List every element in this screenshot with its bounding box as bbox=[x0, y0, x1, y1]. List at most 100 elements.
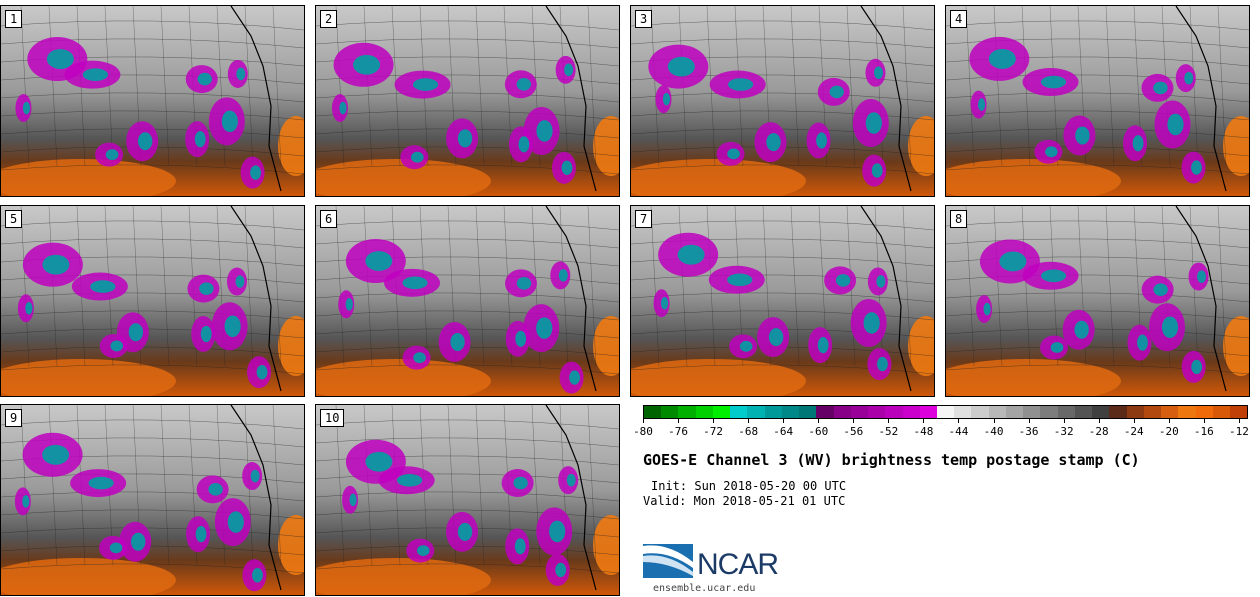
water-vapor-map bbox=[946, 206, 1249, 396]
colorbar-tick bbox=[958, 419, 960, 423]
colorbar-tick-label: -52 bbox=[878, 425, 899, 438]
colorbar-segment bbox=[1126, 406, 1144, 418]
colorbar-segment bbox=[868, 406, 886, 418]
colorbar-segment bbox=[712, 406, 731, 418]
colorbar-tick bbox=[818, 419, 820, 423]
colorbar-segment bbox=[1005, 406, 1024, 418]
colorbar-segment bbox=[1143, 406, 1162, 418]
colorbar-tick bbox=[678, 419, 680, 423]
colorbar-tick bbox=[1133, 419, 1135, 423]
member-number-label: 1 bbox=[5, 10, 23, 28]
colorbar-segment bbox=[919, 406, 937, 418]
ensemble-member-panel-9: 9 bbox=[0, 404, 305, 596]
ensemble-member-panel-3: 3 bbox=[630, 5, 935, 197]
colorbar-tick-label: -12 bbox=[1228, 425, 1249, 438]
member-number-label: 6 bbox=[320, 210, 338, 228]
colorbar-tick bbox=[713, 419, 715, 423]
colorbar-segment bbox=[678, 406, 696, 418]
colorbar-segment bbox=[695, 406, 713, 418]
ensemble-member-panel-4: 4 bbox=[945, 5, 1250, 197]
water-vapor-map bbox=[946, 6, 1249, 196]
figure-title: GOES-E Channel 3 (WV) brightness temp po… bbox=[643, 451, 1140, 469]
member-number-label: 9 bbox=[5, 409, 23, 427]
colorbar-segment bbox=[902, 406, 920, 418]
colorbar-tick-label: -40 bbox=[983, 425, 1004, 438]
colorbar-tick bbox=[1028, 419, 1030, 423]
colorbar-tick-label: -60 bbox=[808, 425, 829, 438]
colorbar-tick bbox=[1203, 419, 1205, 423]
ncar-logo-text: NCAR bbox=[697, 548, 779, 581]
colorbar-tick-label: -76 bbox=[668, 425, 688, 438]
member-number-label: 2 bbox=[320, 10, 338, 28]
colorbar-tick bbox=[1238, 419, 1240, 423]
colorbar-segment bbox=[971, 406, 989, 418]
colorbar-segment bbox=[747, 406, 765, 418]
ncar-logo-icon bbox=[643, 544, 693, 578]
init-time: Init: Sun 2018-05-20 00 UTC bbox=[651, 479, 847, 493]
colorbar-ticks: -80 -76 -72 -68 -64 -60 -56 -52 -48 -44 -40 -36 -32 -… bbox=[633, 419, 1249, 445]
colorbar-segment bbox=[764, 406, 782, 418]
colorbar-segment bbox=[1074, 406, 1093, 418]
water-vapor-map bbox=[316, 206, 619, 396]
water-vapor-map bbox=[316, 405, 619, 595]
water-vapor-map bbox=[1, 6, 304, 196]
member-number-label: 7 bbox=[635, 210, 653, 228]
colorbar-tick bbox=[1063, 419, 1065, 423]
colorbar-tick bbox=[783, 419, 785, 423]
colorbar-segment bbox=[644, 406, 662, 418]
colorbar-segment bbox=[1040, 406, 1058, 418]
colorbar-segment bbox=[1161, 406, 1179, 418]
colorbar-tick-label: -72 bbox=[703, 425, 724, 438]
colorbar-tick bbox=[1098, 419, 1100, 423]
colorbar-segment bbox=[1195, 406, 1213, 418]
colorbar-segment bbox=[1229, 406, 1248, 418]
colorbar-segment bbox=[1057, 406, 1075, 418]
colorbar-segment bbox=[661, 406, 679, 418]
member-number-label: 8 bbox=[950, 210, 968, 228]
colorbar-segment bbox=[1023, 406, 1041, 418]
colorbar-tick bbox=[1168, 419, 1170, 423]
colorbar-tick-label: -28 bbox=[1088, 425, 1109, 438]
ensemble-member-panel-7: 7 bbox=[630, 205, 935, 397]
colorbar-tick bbox=[888, 419, 890, 423]
colorbar-segment bbox=[781, 406, 800, 418]
colorbar-tick bbox=[853, 419, 855, 423]
water-vapor-map bbox=[1, 405, 304, 595]
colorbar-tick-label: -80 bbox=[633, 425, 653, 438]
colorbar-segment bbox=[954, 406, 972, 418]
colorbar-segment bbox=[850, 406, 869, 418]
colorbar-tick bbox=[923, 419, 925, 423]
ensemble-member-panel-5: 5 bbox=[0, 205, 305, 397]
colorbar-segment bbox=[833, 406, 851, 418]
colorbar-segment bbox=[816, 406, 834, 418]
colorbar-tick-label: -68 bbox=[738, 425, 759, 438]
ensemble-member-panel-8: 8 bbox=[945, 205, 1250, 397]
colorbar-tick-label: -36 bbox=[1018, 425, 1039, 438]
colorbar-segment bbox=[1212, 406, 1230, 418]
colorbar-tick-label: -20 bbox=[1158, 425, 1179, 438]
colorbar-segment bbox=[885, 406, 903, 418]
colorbar-tick-label: -48 bbox=[913, 425, 934, 438]
colorbar-tick bbox=[748, 419, 750, 423]
colorbar-segment bbox=[988, 406, 1006, 418]
ensemble-member-panel-10: 10 bbox=[315, 404, 620, 596]
ensemble-member-panel-2: 2 bbox=[315, 5, 620, 197]
member-number-label: 10 bbox=[320, 409, 345, 427]
ensemble-member-panel-1: 1 bbox=[0, 5, 305, 197]
colorbar-tick-label: -16 bbox=[1193, 425, 1214, 438]
colorbar-tick-label: -64 bbox=[773, 425, 794, 438]
colorbar: -80 -76 -72 -68 -64 -60 -56 -52 -48 -44 -40 -36 -32 -… bbox=[633, 405, 1249, 445]
colorbar-strip bbox=[643, 405, 1248, 419]
site-url: ensemble.ucar.edu bbox=[653, 583, 756, 594]
water-vapor-map bbox=[1, 206, 304, 396]
member-number-label: 5 bbox=[5, 210, 23, 228]
water-vapor-map bbox=[316, 6, 619, 196]
colorbar-segment bbox=[1092, 406, 1110, 418]
colorbar-segment bbox=[1109, 406, 1127, 418]
member-number-label: 4 bbox=[950, 10, 968, 28]
colorbar-tick-label: -32 bbox=[1053, 425, 1074, 438]
colorbar-segment bbox=[799, 406, 817, 418]
colorbar-tick bbox=[643, 419, 644, 423]
colorbar-segment bbox=[936, 406, 955, 418]
colorbar-segment bbox=[1178, 406, 1196, 418]
